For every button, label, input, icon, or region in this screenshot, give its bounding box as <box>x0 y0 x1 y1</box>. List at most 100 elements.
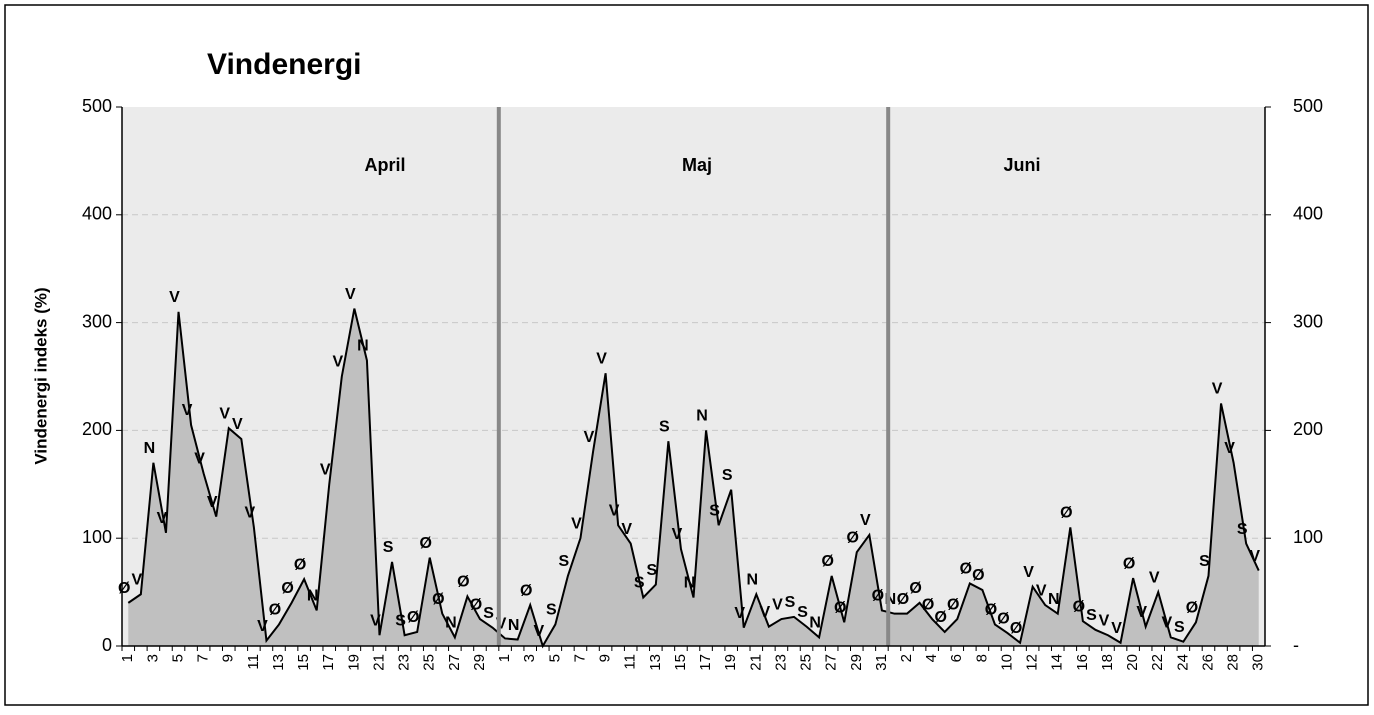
x-tick-label: 3 <box>144 654 161 662</box>
direction-label: Ø <box>281 580 293 597</box>
direction-label: S <box>634 575 645 592</box>
direction-label: N <box>508 617 520 634</box>
direction-label: V <box>1136 604 1147 621</box>
direction-label: V <box>257 618 268 635</box>
y-tick-label: 300 <box>82 311 112 331</box>
direction-label: V <box>345 286 356 303</box>
direction-label: Ø <box>909 580 921 597</box>
x-tick-label: 26 <box>1199 654 1216 671</box>
direction-label: Ø <box>872 588 884 605</box>
direction-label: S <box>546 602 557 619</box>
y-tick-label: 100 <box>82 527 112 547</box>
direction-label: V <box>1249 548 1260 565</box>
direction-label: N <box>1048 591 1060 608</box>
x-tick-label: 5 <box>169 654 186 662</box>
direction-label: Ø <box>470 596 482 613</box>
direction-label: S <box>559 553 570 570</box>
x-tick-label: 8 <box>973 654 990 662</box>
direction-label: Ø <box>834 600 846 617</box>
direction-label: V <box>772 596 783 613</box>
direction-label: N <box>696 408 708 425</box>
direction-label: V <box>1099 612 1110 629</box>
y2-tick-label: 100 <box>1293 527 1323 547</box>
direction-label: S <box>797 604 808 621</box>
direction-label: Ø <box>997 610 1009 627</box>
x-tick-label: 10 <box>998 654 1015 671</box>
direction-label: Ø <box>420 535 432 552</box>
x-tick-label: 13 <box>647 654 664 671</box>
area <box>128 308 1259 646</box>
y-tick-label: 400 <box>82 204 112 224</box>
direction-label: Ø <box>269 602 281 619</box>
direction-label: S <box>1237 521 1248 538</box>
x-tick-label: 3 <box>521 654 538 662</box>
direction-label: V <box>320 462 331 479</box>
x-tick-label: 29 <box>848 654 865 671</box>
x-tick-label: 29 <box>471 654 488 671</box>
direction-label: V <box>332 354 343 371</box>
direction-label: V <box>1212 381 1223 398</box>
direction-label: V <box>1036 582 1047 599</box>
y-tick-label: 0 <box>102 635 112 655</box>
x-tick-label: 7 <box>195 654 212 662</box>
direction-label: V <box>734 605 745 622</box>
x-tick-label: 7 <box>571 654 588 662</box>
direction-label: Ø <box>985 602 997 619</box>
x-tick-label: 1 <box>496 654 513 662</box>
x-tick-label: 31 <box>873 654 890 671</box>
x-tick-label: 13 <box>270 654 287 671</box>
direction-label: V <box>571 515 582 532</box>
x-tick-label: 25 <box>798 654 815 671</box>
y2-tick-label: - <box>1293 635 1299 655</box>
y2-tick-label: 300 <box>1293 311 1323 331</box>
direction-label: Ø <box>457 574 469 591</box>
direction-label: V <box>609 502 620 519</box>
x-tick-label: 21 <box>747 654 764 671</box>
direction-label: V <box>584 429 595 446</box>
direction-label: N <box>809 615 821 632</box>
x-tick-label: 24 <box>1174 654 1191 671</box>
direction-label: Ø <box>1123 555 1135 572</box>
y2-tick-label: 500 <box>1293 96 1323 116</box>
x-tick-label: 19 <box>345 654 362 671</box>
direction-label: V <box>596 350 607 367</box>
direction-label: V <box>1149 569 1160 586</box>
x-tick-label: 23 <box>396 654 413 671</box>
direction-label: V <box>496 616 507 633</box>
direction-label: Ø <box>432 591 444 608</box>
direction-label: V <box>169 289 180 306</box>
direction-label: Ø <box>847 529 859 546</box>
direction-label: S <box>785 594 796 611</box>
x-tick-label: 2 <box>898 654 915 662</box>
y2-tick-label: 200 <box>1293 419 1323 439</box>
direction-label: N <box>885 591 897 608</box>
direction-label: V <box>621 521 632 538</box>
direction-label: Ø <box>294 556 306 573</box>
y2-tick-label: 400 <box>1293 204 1323 224</box>
x-tick-label: 11 <box>245 654 262 670</box>
direction-label: V <box>157 510 168 527</box>
x-tick-label: 4 <box>923 654 940 662</box>
direction-label: Ø <box>1073 598 1085 615</box>
direction-label: Ø <box>922 596 934 613</box>
direction-label: N <box>747 571 759 588</box>
direction-label: N <box>445 615 457 632</box>
direction-label: V <box>207 494 218 511</box>
direction-label: V <box>182 402 193 419</box>
direction-label: Ø <box>118 580 130 597</box>
x-tick-label: 14 <box>1049 654 1066 671</box>
x-tick-label: 15 <box>672 654 689 671</box>
chart-title: Vindenergi <box>207 48 361 81</box>
x-tick-label: 6 <box>948 654 965 662</box>
direction-label: Ø <box>960 561 972 578</box>
x-tick-label: 18 <box>1099 654 1116 671</box>
x-tick-label: 9 <box>220 654 237 662</box>
x-tick-label: 16 <box>1074 654 1091 671</box>
x-tick-label: 17 <box>697 654 714 671</box>
direction-label: Ø <box>972 567 984 584</box>
x-tick-label: 28 <box>1225 654 1242 671</box>
x-tick-label: 23 <box>772 654 789 671</box>
direction-label: V <box>1023 564 1034 581</box>
direction-label: V <box>245 505 256 522</box>
